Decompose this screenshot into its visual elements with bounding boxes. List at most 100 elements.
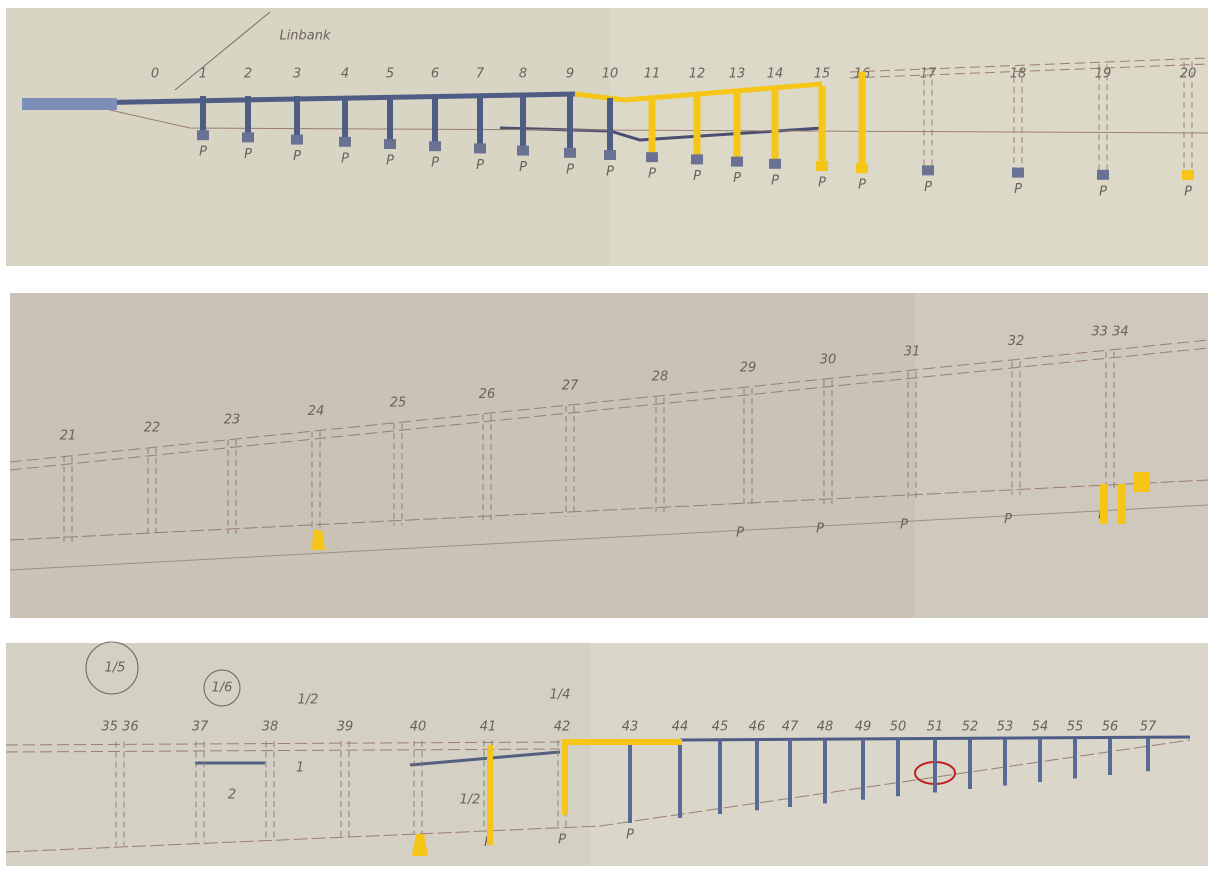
pier-label: 31: [904, 344, 921, 359]
footing-label: P: [519, 160, 527, 175]
sheet-note: Linbank: [279, 29, 331, 44]
pier-label: 55: [1067, 720, 1084, 735]
footing-label: P: [558, 832, 566, 847]
footing: [291, 135, 303, 145]
footing-label: P: [476, 158, 484, 173]
abutment: [22, 98, 117, 110]
footing-label: P: [924, 180, 932, 195]
pier-label: 57: [1140, 720, 1157, 735]
pier-label: 56: [1102, 720, 1119, 735]
pier-label: 39: [337, 720, 354, 735]
pier-label: 7: [476, 67, 485, 82]
footing-label: P: [199, 145, 207, 160]
pier-highlight: [1100, 484, 1108, 524]
footing: [517, 146, 529, 156]
footing-label: P: [606, 165, 614, 180]
pier-label: 22: [144, 420, 161, 435]
pier-label: 41: [480, 720, 497, 735]
pier-label: 26: [479, 387, 496, 402]
pier-label: 2: [244, 67, 252, 82]
pier-label: 10: [602, 67, 619, 82]
pier-label: 46: [749, 720, 766, 735]
pier-label: 11: [644, 67, 661, 82]
footing: [604, 150, 616, 160]
pier-label: 33 34: [1091, 325, 1128, 340]
hand-note: 1/6: [212, 681, 233, 696]
pier-highlight: [1118, 484, 1126, 524]
footing-label: P: [244, 147, 252, 162]
pier-label: 45: [712, 720, 729, 735]
pier-label: 3: [293, 67, 301, 82]
pier-label: 9: [566, 67, 574, 82]
footing: [731, 157, 743, 167]
footing: [474, 143, 486, 153]
pier-label: 0: [151, 67, 159, 82]
pier-label: 18: [1010, 67, 1027, 82]
hand-note: 1/5: [105, 661, 126, 676]
footing: [816, 161, 828, 171]
footing: [1097, 170, 1109, 180]
pier-label: 20: [1180, 67, 1197, 82]
footing: [197, 130, 209, 140]
footing-label: P: [648, 167, 656, 182]
drawing-photo: 01P2P3P4P5P6P7P8P9P10P11P12P13P14P15P16P…: [0, 0, 1213, 870]
hand-note: 1/2: [298, 693, 319, 708]
pier-label: 35 36: [101, 720, 138, 735]
pier-label: 53: [997, 720, 1014, 735]
hand-note: 2: [228, 788, 236, 803]
footing: [339, 137, 351, 147]
footing-label: P: [293, 149, 301, 164]
footing: [429, 141, 441, 151]
footing-label: P: [736, 526, 744, 541]
pier-label: 17: [920, 67, 937, 82]
footing: [922, 165, 934, 175]
pier-label: 48: [817, 720, 834, 735]
footing-highlight: [1134, 472, 1150, 492]
pier-label: 52: [962, 720, 979, 735]
pier-label: 40: [410, 720, 427, 735]
pier-label: 8: [519, 67, 527, 82]
pier-label: 43: [622, 720, 639, 735]
footing-label: P: [1014, 182, 1022, 197]
pier-label: 6: [431, 67, 439, 82]
pier-label: 29: [740, 361, 757, 376]
pier-label: 30: [820, 353, 837, 368]
footing-label: P: [816, 522, 824, 537]
footing-label: P: [1184, 185, 1192, 200]
pier-label: 42: [554, 720, 571, 735]
pier-label: 28: [652, 370, 669, 385]
pier-label: 50: [890, 720, 907, 735]
hand-note: 1: [296, 761, 304, 776]
pier-label: 21: [60, 429, 77, 444]
pier-label: 25: [390, 396, 407, 411]
footing: [769, 159, 781, 169]
pier-label: 27: [562, 379, 579, 394]
pier-label: 37: [192, 720, 209, 735]
pier-label: 13: [729, 67, 746, 82]
pier-label: 19: [1095, 67, 1112, 82]
footing: [384, 139, 396, 149]
hand-note: 1/2: [460, 793, 481, 808]
footing-label: P: [566, 162, 574, 177]
footing-label: P: [858, 178, 866, 193]
pier-label: 49: [855, 720, 872, 735]
footing-label: P: [1099, 184, 1107, 199]
footing-label: P: [771, 173, 779, 188]
pier-label: 54: [1032, 720, 1049, 735]
pier-label: 44: [672, 720, 689, 735]
footing: [242, 132, 254, 142]
footing-label: P: [900, 517, 908, 532]
footing-label: P: [818, 176, 826, 191]
footing: [856, 163, 868, 173]
footing: [564, 148, 576, 158]
pier-label: 24: [308, 404, 325, 419]
pier-label: 51: [927, 720, 944, 735]
pier-label: 5: [386, 67, 394, 82]
footing-label: P: [341, 151, 349, 166]
hand-note: 1/4: [550, 688, 571, 703]
pier-label: 38: [262, 720, 279, 735]
footing-label: P: [733, 171, 741, 186]
footing: [1182, 170, 1194, 180]
footing-label: P: [431, 156, 439, 171]
pier-label: 32: [1008, 334, 1025, 349]
